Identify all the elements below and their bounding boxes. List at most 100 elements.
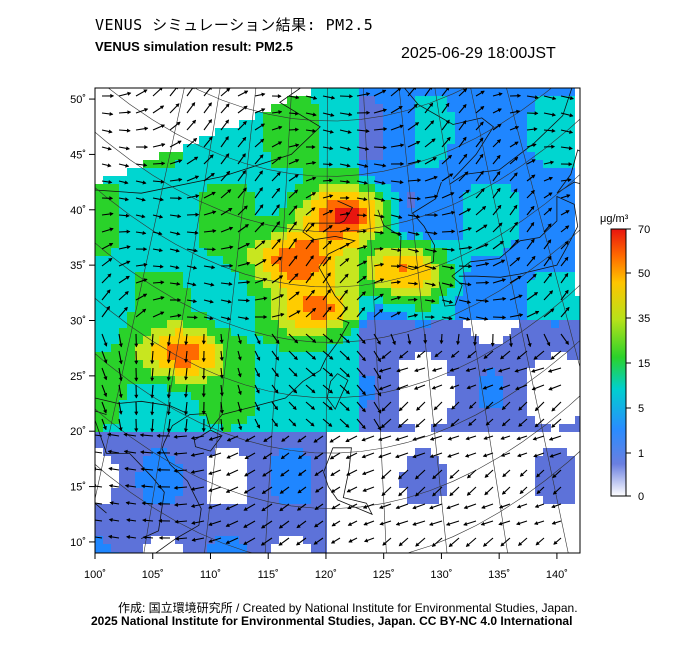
field-cell — [535, 264, 543, 272]
wind-arrow — [407, 122, 420, 131]
field-cell — [247, 424, 255, 432]
field-cell — [151, 328, 159, 336]
field-cell — [215, 200, 223, 208]
field-cell — [503, 240, 511, 248]
field-cell — [239, 536, 247, 544]
field-cell — [143, 248, 151, 256]
wind-arrow — [398, 537, 409, 547]
field-cell — [455, 216, 463, 224]
field-cell — [367, 224, 375, 232]
wind-arrow — [288, 127, 299, 132]
field-cell — [447, 216, 455, 224]
field-cell — [207, 304, 215, 312]
coastline-segment — [193, 429, 223, 452]
field-cell — [343, 168, 351, 176]
field-cell — [343, 384, 351, 392]
field-cell — [327, 88, 335, 96]
field-cell — [343, 424, 351, 432]
field-cell — [151, 504, 159, 512]
wind-arrow — [458, 88, 468, 97]
field-cell — [95, 448, 103, 456]
field-cell — [287, 456, 295, 464]
wind-arrow — [482, 384, 494, 390]
field-cell — [111, 192, 119, 200]
wind-arrow — [514, 367, 528, 373]
wind-arrow — [186, 156, 199, 165]
field-cell — [159, 224, 167, 232]
wind-arrow — [288, 205, 298, 216]
field-cell — [359, 352, 367, 360]
field-cell — [215, 296, 223, 304]
wind-arrow — [254, 240, 266, 250]
wind-arrow — [423, 333, 428, 345]
field-cell — [263, 424, 271, 432]
wind-arrow — [243, 503, 256, 511]
field-cell — [103, 264, 111, 272]
field-cell — [303, 288, 311, 296]
wind-arrow — [356, 128, 370, 134]
field-cell — [135, 256, 143, 264]
field-cell — [343, 200, 351, 208]
field-cell — [559, 368, 567, 376]
field-cell — [479, 408, 487, 416]
field-cell — [343, 464, 351, 472]
field-cell — [311, 96, 319, 104]
wind-arrow — [166, 367, 171, 382]
field-cell — [439, 312, 447, 320]
field-cell — [279, 184, 287, 192]
field-cell — [351, 264, 359, 272]
field-cell — [359, 120, 367, 128]
field-cell — [439, 384, 447, 392]
wind-arrow — [243, 486, 256, 494]
wind-arrow — [186, 230, 199, 235]
wind-arrow — [348, 537, 358, 543]
field-cell — [415, 376, 423, 384]
field-cell — [231, 424, 239, 432]
field-cell — [215, 400, 223, 408]
field-cell — [287, 432, 295, 440]
wind-arrow — [95, 434, 103, 437]
field-cell — [551, 304, 559, 312]
field-cell — [343, 408, 351, 416]
wind-arrow — [184, 367, 189, 381]
field-cell — [255, 544, 263, 552]
wind-arrow — [278, 537, 290, 546]
field-cell — [231, 288, 239, 296]
field-cell — [543, 456, 551, 464]
field-cell — [375, 176, 383, 184]
field-cell — [391, 232, 399, 240]
wind-arrow — [118, 260, 131, 267]
wind-arrow — [458, 189, 470, 199]
field-cell — [567, 440, 575, 448]
wind-arrow — [458, 282, 472, 287]
wind-arrow — [531, 384, 545, 391]
field-cell — [311, 520, 319, 528]
field-cell — [479, 488, 487, 496]
field-cell — [391, 248, 399, 256]
field-cell — [471, 224, 479, 232]
field-cell — [375, 136, 383, 144]
field-cell — [159, 488, 167, 496]
wind-arrow — [95, 536, 103, 539]
field-cell — [335, 504, 343, 512]
field-cell — [231, 232, 239, 240]
field-cell — [367, 200, 375, 208]
field-cell — [159, 448, 167, 456]
field-cell — [247, 176, 255, 184]
field-cell — [207, 344, 215, 352]
field-cell — [383, 136, 391, 144]
field-cell — [143, 464, 151, 472]
field-cell — [247, 208, 255, 216]
field-cell — [279, 528, 287, 536]
field-cell — [455, 136, 463, 144]
field-cell — [351, 104, 359, 112]
field-cell — [303, 392, 311, 400]
field-cell — [559, 376, 567, 384]
wind-arrow — [560, 333, 569, 345]
field-cell — [463, 256, 471, 264]
field-cell — [167, 344, 175, 352]
field-cell — [295, 248, 303, 256]
field-cell — [479, 496, 487, 504]
field-cell — [231, 528, 239, 536]
wind-arrow — [413, 384, 426, 390]
